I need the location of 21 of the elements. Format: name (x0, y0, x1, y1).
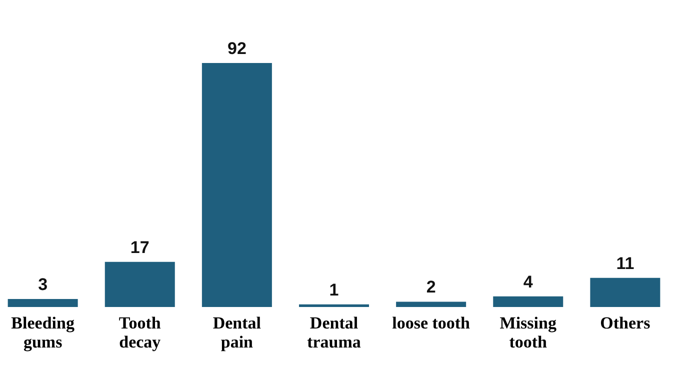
x-tick-label: Others (600, 314, 651, 332)
data-label: 1 (329, 280, 339, 300)
data-label: 4 (523, 272, 534, 292)
x-tick-label: loose tooth (392, 314, 471, 332)
bar (202, 63, 272, 307)
data-label: 3 (38, 275, 48, 294)
data-label: 2 (426, 278, 436, 297)
data-label: 17 (130, 238, 150, 257)
data-label: 92 (227, 39, 246, 58)
bar (590, 278, 660, 307)
bar (104, 262, 175, 307)
bar (493, 296, 564, 307)
x-tick-label: Bleeding gums (11, 314, 75, 352)
bar (8, 299, 78, 307)
data-label: 11 (616, 254, 634, 273)
x-tick-label: Tooth decay (118, 314, 162, 352)
bar (299, 304, 369, 307)
x-tick-label: Dental trauma (307, 314, 362, 352)
bar (396, 302, 466, 307)
x-tick-label: Dental pain (212, 314, 262, 352)
x-tick-label: Missing tooth (500, 314, 557, 352)
